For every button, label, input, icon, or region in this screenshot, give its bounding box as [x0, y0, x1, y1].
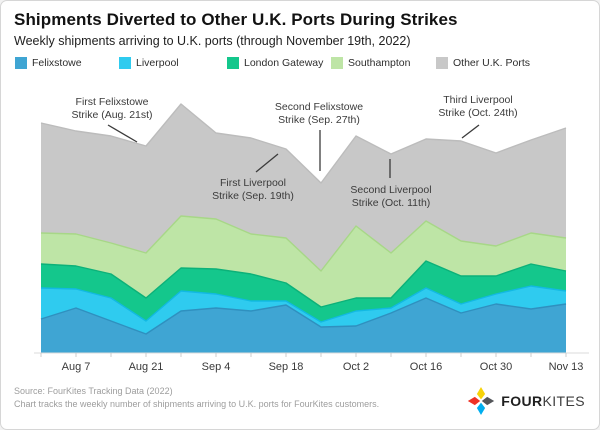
area-liverpool [41, 286, 566, 334]
legend-label: Felixstowe [32, 57, 82, 69]
source-line-1: Source: FourKites Tracking Data (2022) [14, 386, 173, 396]
legend-swatch [15, 57, 27, 69]
x-tick-label: Aug 7 [62, 361, 91, 373]
source-line-2: Chart tracks the weekly number of shipme… [14, 398, 380, 409]
kite-top-yellow [477, 387, 486, 400]
kite-bottom-cyan [477, 402, 486, 415]
legend-swatch [119, 57, 131, 69]
fourkites-logo: FOURKITES [467, 385, 585, 417]
legend-swatch [331, 57, 343, 69]
x-tick-label: Oct 30 [480, 361, 512, 373]
annotation-pointer-line [461, 124, 480, 139]
annotation-text-line: Second Felixstowe [275, 101, 363, 113]
x-tick-label: Nov 13 [549, 361, 584, 373]
area-southampton [41, 216, 566, 307]
annotation-text-line: Strike (Sep. 27th) [278, 114, 360, 126]
annotation-text-line: Strike (Oct. 24th) [438, 107, 517, 119]
x-tick-label: Oct 16 [410, 361, 442, 373]
annotation-text-line: Third Liverpool [443, 94, 512, 106]
edge-london-gateway [40, 260, 567, 308]
legend-item-liverpool: Liverpool [119, 57, 179, 69]
annotation-pointer-line [107, 124, 138, 143]
area-other-u-k-ports [41, 104, 566, 271]
annotation-pointer-line [255, 153, 279, 173]
annotation-text-line: Strike (Aug. 21st) [71, 109, 152, 121]
fourkites-wordmark: FOURKITES [501, 393, 585, 409]
edge-liverpool [40, 285, 567, 323]
edge-other-u-k-ports [40, 103, 567, 184]
annotation-text-line: First Felixstowe [76, 96, 149, 108]
legend-label: London Gateway [244, 57, 324, 69]
legend-label: Liverpool [136, 57, 179, 69]
x-tick-label: Aug 21 [129, 361, 164, 373]
page-title: Shipments Diverted to Other U.K. Ports D… [14, 10, 458, 29]
logo-word-kites: KITES [542, 393, 585, 409]
legend-swatch [436, 57, 448, 69]
legend-label: Southampton [348, 57, 411, 69]
legend-item-other-u-k-ports: Other U.K. Ports [436, 57, 530, 69]
chart-subtitle: Weekly shipments arriving to U.K. ports … [14, 34, 411, 48]
annotation-text-line: Strike (Oct. 11th) [352, 197, 431, 209]
kite-right-gray [482, 396, 495, 406]
annotation-text-line: Strike (Sep. 19th) [212, 190, 294, 202]
legend-swatch [227, 57, 239, 69]
legend: Felixstowe Liverpool London Gateway Southam… [1, 57, 599, 73]
logo-word-four: FOUR [501, 393, 543, 409]
edge-southampton [40, 215, 567, 272]
area-edges [40, 103, 567, 335]
x-axis: Aug 7 Aug 21 Sep 4 Sep 18 Oct 2 Oct 16 Oct 30 N… [34, 352, 589, 373]
legend-label: Other U.K. Ports [453, 57, 531, 69]
edge-felixstowe [40, 297, 567, 335]
legend-item-felixstowe: Felixstowe [15, 57, 82, 69]
x-tick-label: Oct 2 [343, 361, 369, 373]
source-note: Source: FourKites Tracking Data (2022) C… [14, 385, 379, 410]
area-felixstowe [41, 298, 566, 353]
legend-item-london-gateway: London Gateway [227, 57, 323, 69]
legend-item-southampton: Southampton [331, 57, 410, 69]
x-tick-label: Sep 4 [202, 361, 231, 373]
fourkites-kite-icon [468, 387, 495, 415]
annotation-text-line: Second Liverpool [350, 184, 431, 196]
annotation-text-line: First Liverpool [220, 177, 286, 189]
x-tick-label: Sep 18 [269, 361, 304, 373]
kite-left-red [468, 396, 481, 406]
